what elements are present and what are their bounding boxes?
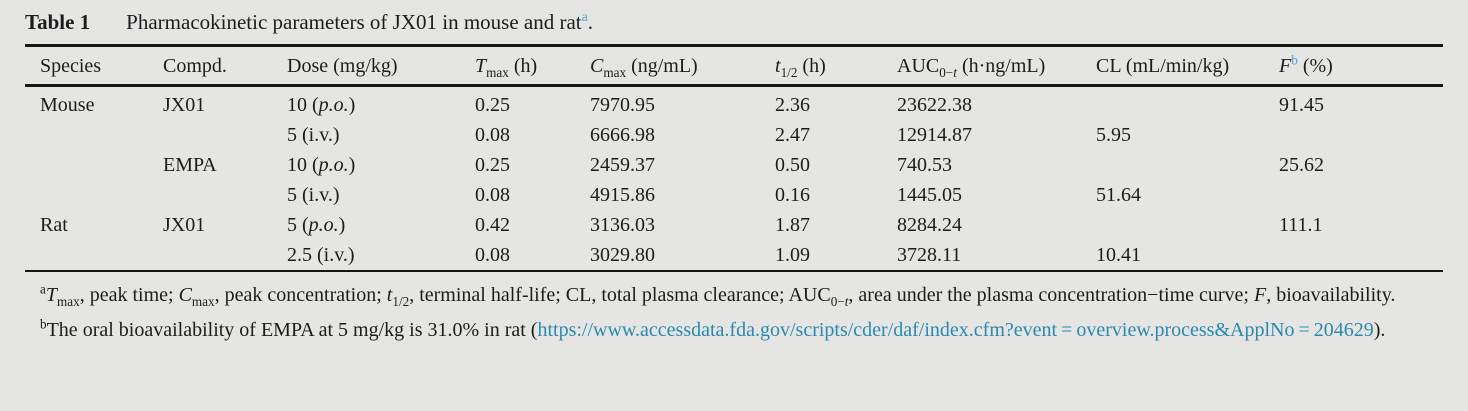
cell-species: Mouse: [40, 94, 95, 116]
cell-cmax: 6666.98: [590, 124, 655, 146]
cell-compound: EMPA: [163, 154, 217, 176]
cell-tmax: 0.25: [475, 94, 510, 116]
cell-f: 25.62: [1279, 154, 1324, 176]
cell-species: [25, 240, 163, 271]
cell-auc: 1445.05: [897, 184, 962, 206]
table-caption: Pharmacokinetic parameters of JX01 in mo…: [126, 9, 594, 34]
cell-cl: [1096, 210, 1279, 240]
table-row: 2.5 (i.v.) 0.08 3029.80 1.09 3728.11 10.…: [25, 240, 1443, 271]
cell-compound: [163, 120, 287, 150]
cell-f: [1279, 120, 1443, 150]
cell-f: [1279, 180, 1443, 210]
column-header-tmax: Tmax (h): [475, 45, 590, 87]
column-header-f: Fb (%): [1279, 45, 1443, 87]
cell-compound: JX01: [163, 214, 206, 236]
cell-tmax: 0.08: [475, 244, 510, 266]
column-header-auc: AUC0−t (h·ng/mL): [897, 45, 1096, 87]
cell-cmax: 2459.37: [590, 154, 655, 176]
column-header-species: Species: [25, 45, 163, 87]
paper-table-figure: Table 1 Pharmacokinetic parameters of JX0…: [25, 0, 1443, 346]
cell-cmax: 3136.03: [590, 214, 655, 236]
cell-auc: 23622.38: [897, 94, 972, 116]
cell-t12: 0.16: [775, 184, 810, 206]
table-number-label: Table 1: [25, 10, 91, 34]
cell-compound: JX01: [163, 94, 206, 116]
cell-tmax: 0.42: [475, 214, 510, 236]
cell-dose: 10 (p.o.): [287, 94, 356, 116]
fda-link[interactable]: https://www.accessdata.fda.gov/scripts/c…: [537, 319, 1155, 341]
table-footnotes: aTmax, peak time; Cmax, peak concentrati…: [25, 280, 1443, 346]
column-header-t12: t1/2 (h): [775, 45, 897, 87]
cell-auc: 8284.24: [897, 214, 962, 236]
cell-f: 111.1: [1279, 214, 1323, 236]
cell-cl: [1096, 150, 1279, 180]
cell-species: [25, 150, 163, 180]
cell-t12: 1.87: [775, 214, 810, 236]
table-row: 5 (i.v.) 0.08 4915.86 0.16 1445.05 51.64: [25, 180, 1443, 210]
cell-species: Rat: [40, 214, 68, 236]
table-row: Mouse JX01 10 (p.o.) 0.25 7970.95 2.36 2…: [25, 86, 1443, 121]
cell-tmax: 0.25: [475, 154, 510, 176]
column-header-dose: Dose (mg/kg): [287, 45, 475, 87]
cell-dose: 5 (i.v.): [287, 184, 340, 206]
cell-cmax: 7970.95: [590, 94, 655, 116]
fda-link[interactable]: process&ApplNo = 204629: [1154, 319, 1374, 341]
table-title: Table 1 Pharmacokinetic parameters of JX0…: [25, 0, 1443, 36]
cell-dose: 2.5 (i.v.): [287, 244, 355, 266]
cell-cmax: 3029.80: [590, 244, 655, 266]
cell-dose: 5 (p.o.): [287, 214, 346, 236]
cell-auc: 3728.11: [897, 244, 962, 266]
cell-compound: [163, 180, 287, 210]
cell-tmax: 0.08: [475, 184, 510, 206]
footnote-a: aTmax, peak time; Cmax, peak concentrati…: [40, 281, 1396, 309]
cell-cmax: 4915.86: [590, 184, 655, 206]
cell-t12: 1.09: [775, 244, 810, 266]
column-header-cl: CL (mL/min/kg): [1096, 45, 1279, 87]
footnote-b: bThe oral bioavailability of EMPA at 5 m…: [40, 316, 1386, 341]
cell-tmax: 0.08: [475, 124, 510, 146]
cell-auc: 12914.87: [897, 124, 972, 146]
pk-table: Species Compd. Dose (mg/kg) Tmax (h) Cma…: [25, 44, 1443, 272]
header-row: Species Compd. Dose (mg/kg) Tmax (h) Cma…: [25, 45, 1443, 87]
cell-dose: 5 (i.v.): [287, 124, 340, 146]
cell-compound: [163, 240, 287, 271]
table-row: EMPA 10 (p.o.) 0.25 2459.37 0.50 740.53 …: [25, 150, 1443, 180]
cell-species: [25, 120, 163, 150]
cell-t12: 2.36: [775, 94, 810, 116]
cell-t12: 0.50: [775, 154, 810, 176]
cell-auc: 740.53: [897, 154, 952, 176]
cell-cl: 51.64: [1096, 184, 1141, 206]
cell-f: 91.45: [1279, 94, 1324, 116]
cell-dose: 10 (p.o.): [287, 154, 356, 176]
cell-species: [25, 180, 163, 210]
table-row: 5 (i.v.) 0.08 6666.98 2.47 12914.87 5.95: [25, 120, 1443, 150]
cell-cl: 10.41: [1096, 244, 1141, 266]
cell-cl: 5.95: [1096, 124, 1131, 146]
cell-t12: 2.47: [775, 124, 810, 146]
cell-cl: [1096, 86, 1279, 121]
table-row: Rat JX01 5 (p.o.) 0.42 3136.03 1.87 8284…: [25, 210, 1443, 240]
column-header-cmax: Cmax (ng/mL): [590, 45, 775, 87]
column-header-compound: Compd.: [163, 45, 287, 87]
cell-f: [1279, 240, 1443, 271]
